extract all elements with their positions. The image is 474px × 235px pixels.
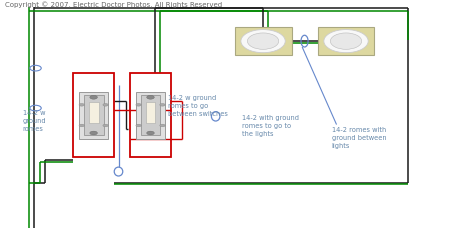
Text: 14-2 with ground
romes to go to
the lights: 14-2 with ground romes to go to the ligh… — [242, 115, 299, 137]
Circle shape — [147, 131, 155, 135]
Bar — [318, 27, 374, 55]
Text: Copyright © 2007, Electric Doctor Photos, All Rights Reserved: Copyright © 2007, Electric Doctor Photos… — [5, 1, 222, 8]
Circle shape — [160, 103, 165, 106]
Circle shape — [136, 124, 141, 127]
Bar — [73, 73, 114, 157]
Circle shape — [90, 95, 98, 99]
Bar — [89, 102, 99, 123]
Bar — [136, 92, 164, 139]
Ellipse shape — [324, 30, 368, 53]
Circle shape — [160, 124, 165, 127]
Circle shape — [79, 103, 84, 106]
Bar — [146, 102, 155, 123]
Circle shape — [147, 95, 155, 99]
Circle shape — [136, 103, 141, 106]
Text: 14-2 romes with
ground between
lights: 14-2 romes with ground between lights — [332, 127, 386, 149]
Bar — [130, 73, 171, 157]
Circle shape — [90, 131, 98, 135]
Ellipse shape — [330, 33, 362, 49]
Circle shape — [79, 124, 84, 127]
Circle shape — [103, 124, 108, 127]
Ellipse shape — [247, 33, 279, 49]
Bar — [80, 92, 108, 139]
Bar — [140, 95, 160, 135]
Bar — [235, 27, 292, 55]
Circle shape — [103, 103, 108, 106]
Text: 14-2 w
ground
romes: 14-2 w ground romes — [23, 110, 46, 133]
Ellipse shape — [241, 30, 285, 53]
Text: 14-2 w ground
romes to go
between switches: 14-2 w ground romes to go between switch… — [168, 95, 228, 117]
Bar — [84, 95, 104, 135]
